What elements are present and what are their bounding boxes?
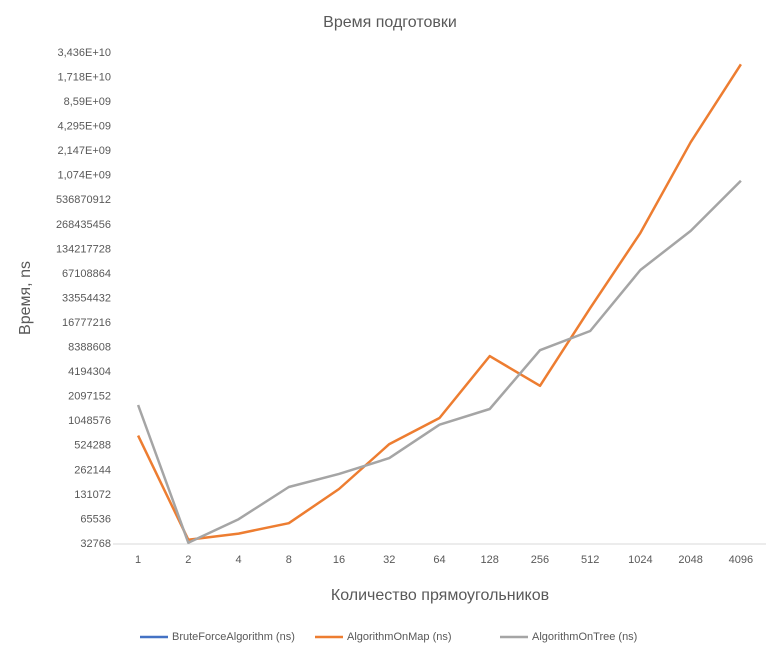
x-tick-label: 4096 bbox=[729, 554, 753, 566]
y-tick-label: 67108864 bbox=[62, 268, 111, 280]
y-tick-label: 8,59E+09 bbox=[64, 96, 111, 108]
y-tick-label: 268435456 bbox=[56, 219, 111, 231]
y-tick-label: 4194304 bbox=[68, 366, 111, 378]
chart-title: Время подготовки bbox=[323, 14, 457, 31]
y-tick-label: 1048576 bbox=[68, 415, 111, 427]
legend-label: AlgorithmOnMap (ns) bbox=[347, 631, 452, 643]
y-tick-label: 16777216 bbox=[62, 317, 111, 329]
legend-label: AlgorithmOnTree (ns) bbox=[532, 631, 637, 643]
x-tick-label: 256 bbox=[531, 554, 549, 566]
x-tick-label: 512 bbox=[581, 554, 599, 566]
x-tick-label: 2 bbox=[185, 554, 191, 566]
series-line bbox=[136, 179, 742, 544]
y-tick-label: 134217728 bbox=[56, 243, 111, 255]
y-tick-label: 536870912 bbox=[56, 194, 111, 206]
x-tick-label: 2048 bbox=[678, 554, 702, 566]
legend-label: BruteForceAlgorithm (ns) bbox=[172, 631, 295, 643]
y-tick-label: 2,147E+09 bbox=[57, 145, 111, 157]
series-line bbox=[136, 63, 742, 541]
x-tick-label: 1024 bbox=[628, 554, 652, 566]
x-tick-label: 8 bbox=[286, 554, 292, 566]
y-tick-label: 65536 bbox=[80, 513, 111, 525]
x-tick-label: 1 bbox=[135, 554, 141, 566]
y-tick-label: 33554432 bbox=[62, 292, 111, 304]
y-tick-label: 1,718E+10 bbox=[57, 71, 111, 83]
y-tick-label: 131072 bbox=[74, 489, 111, 501]
y-tick-label: 524288 bbox=[74, 440, 111, 452]
y-tick-label: 3,436E+10 bbox=[57, 47, 111, 59]
y-tick-label: 1,074E+09 bbox=[57, 170, 111, 182]
y-tick-label: 2097152 bbox=[68, 391, 111, 403]
y-tick-label: 4,295E+09 bbox=[57, 121, 111, 133]
x-axis-title: Количество прямоугольников bbox=[331, 587, 549, 604]
x-tick-label: 128 bbox=[481, 554, 499, 566]
x-tick-label: 16 bbox=[333, 554, 345, 566]
y-axis-title: Время, ns bbox=[17, 261, 34, 335]
x-tick-label: 32 bbox=[383, 554, 395, 566]
y-tick-label: 32768 bbox=[80, 538, 111, 550]
y-tick-label: 8388608 bbox=[68, 342, 111, 354]
x-tick-label: 64 bbox=[433, 554, 445, 566]
y-tick-label: 262144 bbox=[74, 464, 111, 476]
x-tick-label: 4 bbox=[236, 554, 242, 566]
